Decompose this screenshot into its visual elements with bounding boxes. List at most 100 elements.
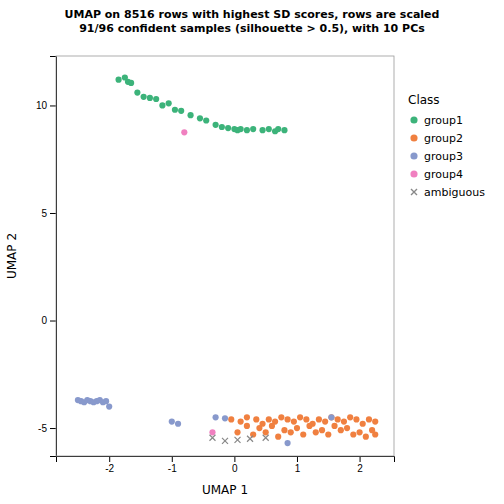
tick-label: 10: [36, 100, 48, 111]
point: [209, 435, 215, 441]
point: [360, 421, 366, 427]
legend-item: ambiguous: [411, 186, 485, 199]
series: [116, 74, 288, 134]
point: [356, 429, 362, 435]
point: [225, 125, 231, 131]
x-axis: -2-1012: [57, 456, 395, 474]
tick: 2: [357, 456, 363, 474]
point: [285, 416, 291, 422]
tick-mark: [50, 105, 56, 106]
point: [275, 434, 281, 440]
point: [291, 419, 297, 425]
point: [288, 429, 294, 435]
point: [187, 112, 193, 118]
axis-line: [50, 57, 57, 457]
point: [169, 419, 175, 425]
y-axis: -50510: [36, 57, 57, 457]
point: [213, 122, 219, 128]
point: [297, 414, 303, 420]
point: [372, 419, 378, 425]
point: [325, 431, 331, 437]
point: [238, 419, 244, 425]
axis-line: [57, 457, 395, 463]
legend-label: ambiguous: [424, 186, 485, 199]
legend-label: group3: [424, 150, 463, 163]
legend-item: group4: [410, 168, 463, 181]
tick-label: 1: [295, 463, 301, 474]
point: [300, 431, 306, 437]
title-line: UMAP on 8516 rows with highest SD scores…: [65, 8, 440, 21]
tick: -2: [105, 456, 114, 474]
legend-swatch: [410, 134, 417, 141]
point: [341, 419, 347, 425]
tick-mark: [50, 321, 56, 322]
legend-label: group1: [424, 114, 463, 127]
point: [263, 435, 269, 441]
point: [316, 416, 322, 422]
tick-label: 0: [232, 463, 238, 474]
tick: 0: [41, 315, 56, 326]
legend-swatch: [410, 170, 417, 177]
points: [75, 74, 378, 446]
point: [203, 117, 209, 123]
point: [281, 127, 287, 133]
tick-mark: [172, 456, 173, 462]
legend-swatch: [410, 152, 417, 159]
tick-mark: [360, 456, 361, 462]
point: [106, 403, 112, 409]
point: [263, 429, 269, 435]
point: [331, 423, 337, 429]
point: [222, 415, 228, 421]
chart: UMAP on 8516 rows with highest SD scores…: [0, 0, 504, 504]
tick-mark: [234, 456, 235, 462]
point: [128, 80, 134, 86]
point: [285, 440, 291, 446]
point: [328, 414, 334, 420]
point: [259, 127, 265, 133]
series: [228, 414, 378, 440]
legend-title: Class: [408, 93, 440, 107]
tick-mark: [50, 428, 56, 429]
point: [235, 437, 241, 443]
point: [313, 429, 319, 435]
point: [266, 126, 272, 132]
legend: Class group1 group2 group3 group4 ambiguous: [408, 93, 485, 199]
tick-mark: [50, 213, 56, 214]
point: [275, 126, 281, 132]
legend-item: group3: [410, 150, 463, 163]
point: [319, 427, 325, 433]
point: [250, 431, 256, 437]
legend-label: group2: [424, 132, 463, 145]
point: [228, 416, 234, 422]
point: [244, 414, 250, 420]
title-line: 91/96 confident samples (silhouette > 0.…: [79, 22, 425, 35]
plot-frame: [56, 56, 394, 456]
point: [222, 438, 228, 444]
series: [209, 435, 268, 444]
point: [350, 431, 356, 437]
point: [281, 427, 287, 433]
point: [338, 427, 344, 433]
legend-item: group1: [410, 114, 463, 127]
tick-label: -2: [105, 463, 114, 474]
point: [197, 115, 203, 121]
tick: 0: [232, 456, 238, 474]
point: [244, 127, 250, 133]
point: [303, 416, 309, 422]
point: [175, 421, 181, 427]
tick-mark: [109, 456, 110, 462]
point: [250, 126, 256, 132]
legend-label: group4: [424, 168, 463, 181]
point: [159, 102, 165, 108]
tick-label: 5: [41, 208, 47, 219]
point: [369, 427, 375, 433]
point: [256, 425, 262, 431]
legend-swatch: [411, 189, 417, 195]
point: [266, 416, 272, 422]
point: [147, 95, 153, 101]
x-axis-title: UMAP 1: [202, 483, 248, 497]
point: [328, 414, 334, 420]
point: [306, 423, 312, 429]
legend-item: group2: [410, 132, 463, 145]
point: [209, 429, 215, 435]
